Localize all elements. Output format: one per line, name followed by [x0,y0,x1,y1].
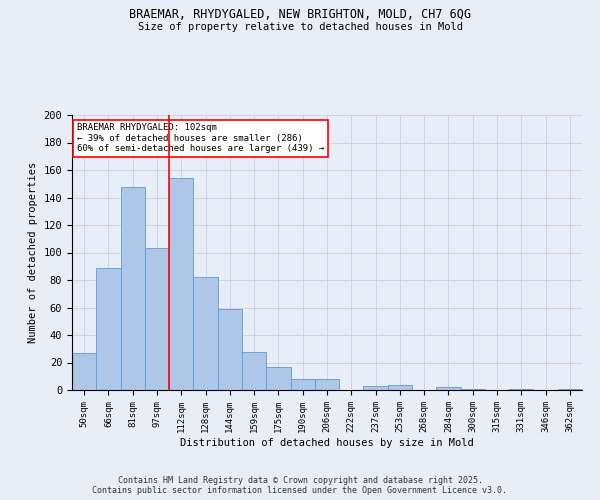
Bar [315,379,339,390]
Bar [72,353,96,390]
Text: Size of property relative to detached houses in Mold: Size of property relative to detached ho… [137,22,463,32]
Bar [461,388,485,390]
Bar [266,366,290,390]
Bar [193,277,218,390]
Bar [388,384,412,390]
Text: BRAEMAR, RHYDYGALED, NEW BRIGHTON, MOLD, CH7 6QG: BRAEMAR, RHYDYGALED, NEW BRIGHTON, MOLD,… [129,8,471,20]
Bar [364,386,388,390]
Bar [218,309,242,390]
Bar [290,379,315,390]
Bar [145,248,169,390]
Text: BRAEMAR RHYDYGALED: 102sqm
← 39% of detached houses are smaller (286)
60% of sem: BRAEMAR RHYDYGALED: 102sqm ← 39% of deta… [77,123,325,153]
Bar [436,387,461,390]
Bar [509,388,533,390]
Bar [121,186,145,390]
Bar [169,178,193,390]
Bar [558,388,582,390]
Bar [96,268,121,390]
Bar [242,352,266,390]
Y-axis label: Number of detached properties: Number of detached properties [28,162,38,343]
X-axis label: Distribution of detached houses by size in Mold: Distribution of detached houses by size … [180,438,474,448]
Text: Contains HM Land Registry data © Crown copyright and database right 2025.
Contai: Contains HM Land Registry data © Crown c… [92,476,508,495]
